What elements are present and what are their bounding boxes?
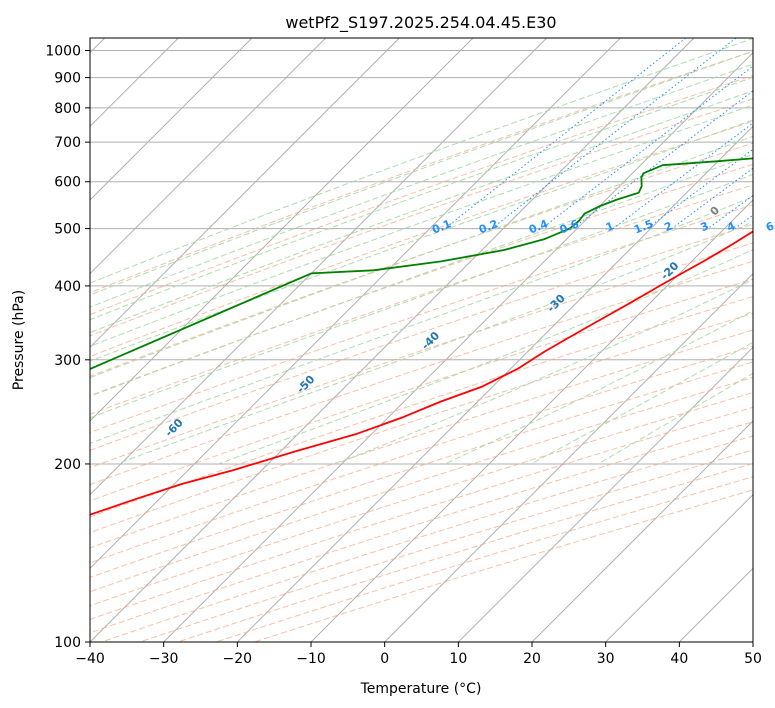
x-tick-label: 40 <box>670 651 688 667</box>
dry-adiabat <box>90 50 753 294</box>
dry-adiabat <box>90 98 753 337</box>
x-tick-label: −10 <box>296 651 326 667</box>
x-tick-label: 50 <box>744 651 762 667</box>
dry-adiabat <box>90 74 753 316</box>
temperature-profile-line <box>90 230 753 516</box>
mixing-ratio-line <box>671 167 753 229</box>
isotherm-gridline <box>90 38 474 422</box>
isotherm-gridline <box>752 641 753 642</box>
moist-adiabat <box>90 90 753 334</box>
y-tick-label: 1000 <box>45 44 81 60</box>
chart-title: wetPf2_S197.2025.254.04.45.E30 <box>285 13 556 33</box>
moist-adiabat <box>90 173 753 419</box>
x-tick-label: 0 <box>380 651 389 667</box>
dry-adiabat <box>90 376 753 593</box>
y-tick-label: 400 <box>54 279 81 295</box>
isotherm-gridline <box>90 38 548 496</box>
profile-series <box>90 157 753 516</box>
y-tick-label: 800 <box>54 101 81 117</box>
mixing-ratio-label: 6 <box>764 219 775 234</box>
isotherm-gridline <box>531 420 753 642</box>
dry-adiabat <box>90 184 753 415</box>
gridlines <box>90 38 753 642</box>
dry-adiabat <box>90 204 753 434</box>
dry-adiabat <box>90 345 753 564</box>
dry-adiabat <box>90 392 753 607</box>
mixing-ratio-label: 1 <box>604 219 616 234</box>
mixing-ratio-label: 2 <box>662 219 674 234</box>
moist-adiabat <box>444 310 753 465</box>
isotherm-gridline <box>90 38 621 570</box>
isotherm-gridline <box>90 38 253 201</box>
dry-adiabat <box>90 329 753 549</box>
moist-adiabat <box>90 135 753 379</box>
moist-adiabat <box>90 76 753 321</box>
background-lines <box>90 38 753 642</box>
dry-adiabat <box>90 278 753 502</box>
x-tick-label: −20 <box>223 651 253 667</box>
moist-adiabat <box>90 196 753 444</box>
x-axis: −40 −30 −20 −10 0 10 20 30 40 50 <box>75 642 762 667</box>
moist-adiabat <box>90 119 753 362</box>
dewpoint-profile-line <box>90 157 753 370</box>
moist-adiabat <box>90 63 753 308</box>
y-tick-label: 700 <box>54 135 81 151</box>
dry-adiabat <box>90 242 753 469</box>
moist-adiabat <box>90 50 753 296</box>
moist-adiabat <box>90 153 753 397</box>
moist-adiabat <box>335 278 753 465</box>
y-tick-label: 100 <box>54 635 81 651</box>
isotherm-gridline <box>457 346 753 642</box>
isotherm-gridline <box>605 493 753 642</box>
y-axis-label: Pressure (hPa) <box>11 290 27 390</box>
x-tick-label: 30 <box>597 651 615 667</box>
moist-adiabat <box>90 38 753 284</box>
isotherm-gridline <box>163 51 753 642</box>
y-axis: 100 200 300 400 500 600 700 800 900 1000 <box>45 44 90 651</box>
dry-adiabat <box>90 163 753 397</box>
plot-frame <box>89 37 754 643</box>
y-tick-label: 500 <box>54 222 81 238</box>
x-tick-label: 10 <box>449 651 467 667</box>
isotherm-gridline <box>90 38 400 349</box>
mixing-ratio-line <box>572 90 753 229</box>
x-tick-label: −30 <box>149 651 179 667</box>
isotherm-gridline <box>90 38 327 275</box>
x-tick-label: 20 <box>523 651 541 667</box>
y-tick-label: 600 <box>54 175 81 191</box>
x-tick-label: −40 <box>75 651 105 667</box>
isotherm-gridline <box>384 272 753 642</box>
y-tick-label: 300 <box>54 353 81 369</box>
mixing-ratio-line <box>541 65 753 229</box>
isotherm-gridline <box>90 38 695 642</box>
x-axis-label: Temperature (°C) <box>360 681 482 697</box>
y-tick-label: 900 <box>54 71 81 87</box>
plot-background <box>90 38 753 642</box>
y-tick-label: 200 <box>54 457 81 473</box>
mixing-ratio-label: 3 <box>699 219 711 234</box>
isotherm-gridline <box>236 125 753 642</box>
dry-adiabat <box>90 295 753 518</box>
